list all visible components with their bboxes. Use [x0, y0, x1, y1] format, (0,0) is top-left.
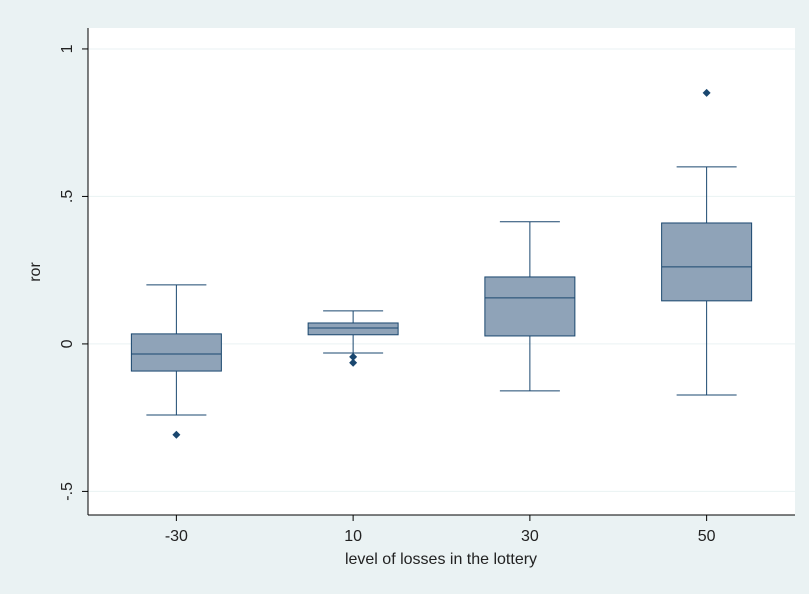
x-tick-label: 10 [344, 528, 362, 545]
box [307, 322, 399, 336]
outlier [172, 430, 181, 439]
box [130, 333, 222, 372]
x-tick-label: 50 [698, 528, 716, 545]
box [661, 222, 753, 302]
y-tick-label: 1 [59, 44, 76, 53]
y-axis-label: ror [27, 262, 44, 282]
x-axis-label: level of losses in the lottery [345, 551, 537, 568]
outlier [702, 88, 711, 97]
x-tick-label: 30 [521, 528, 539, 545]
y-tick-label: 0 [59, 339, 76, 348]
y-tick-label: -.5 [59, 482, 76, 501]
outlier [349, 352, 358, 361]
outlier [349, 358, 358, 367]
y-tick-label: .5 [59, 190, 76, 203]
box [484, 276, 576, 337]
x-tick-label: -30 [165, 528, 188, 545]
